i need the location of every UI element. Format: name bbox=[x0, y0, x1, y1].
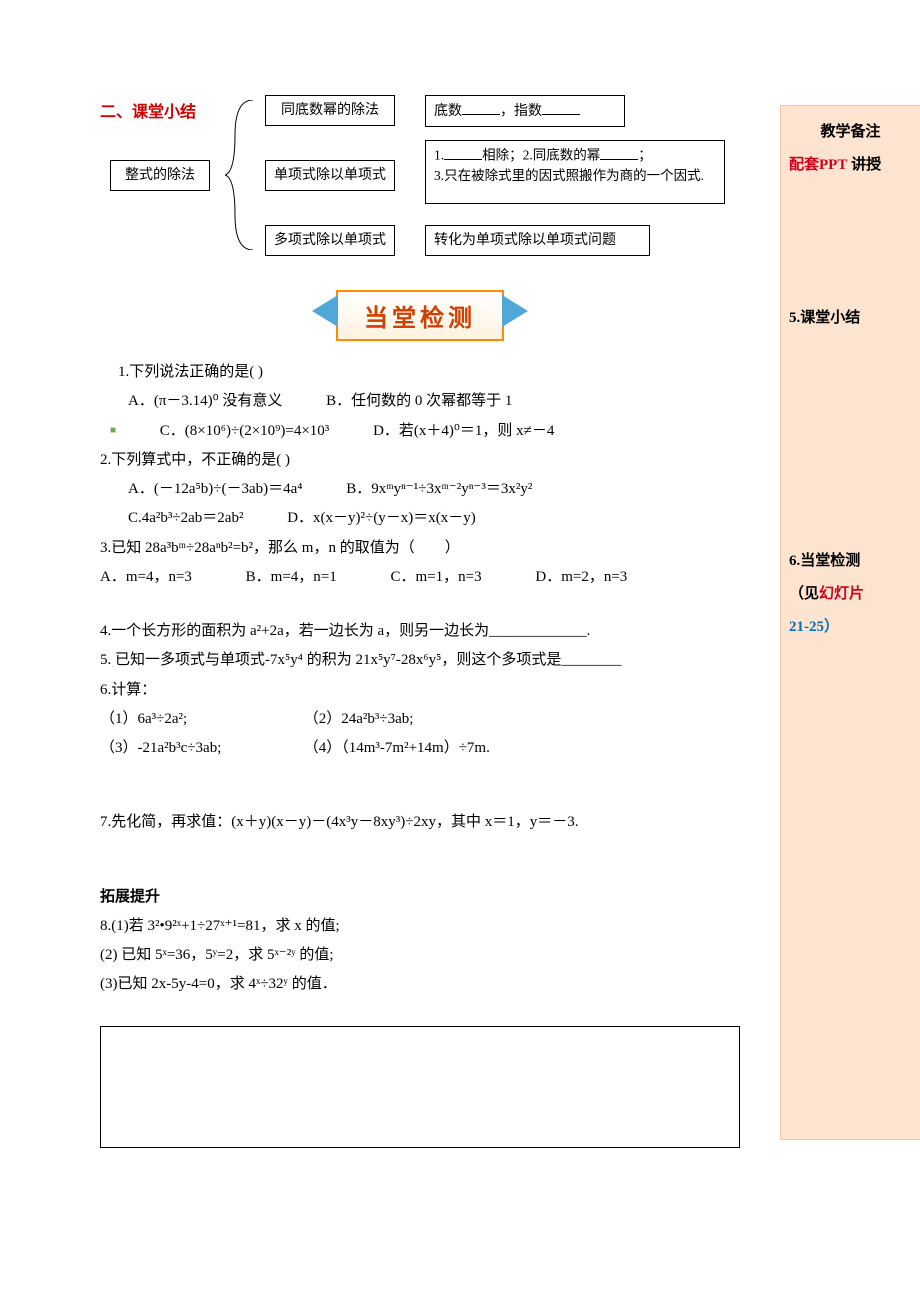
quiz-banner: 当堂检测 bbox=[336, 290, 504, 341]
quiz-banner-wrap: 当堂检测 bbox=[100, 290, 740, 341]
q6-row2: （3）-21a²b³c÷3ab; （4）（14m³-7m²+14m）÷7m. bbox=[100, 735, 740, 761]
q6-stem: 6.计算： bbox=[100, 677, 740, 703]
q6-4: （4）（14m³-7m²+14m）÷7m. bbox=[304, 740, 490, 756]
diagram-branch-3: 多项式除以单项式 bbox=[265, 225, 395, 256]
sidebar-title: 教学备注 bbox=[789, 116, 912, 149]
q1-b: B．任何数的 0 次幂都等于 1 bbox=[326, 393, 512, 409]
extension-title: 拓展提升 bbox=[100, 884, 740, 910]
q2-b: B．9xᵐyⁿ⁻¹÷3xᵐ⁻²yⁿ⁻³＝3x²y² bbox=[346, 481, 532, 497]
work-box[interactable] bbox=[100, 1026, 740, 1148]
diagram-branch-1: 同底数幂的除法 bbox=[265, 95, 395, 126]
q6-2: （2）24a²b³÷3ab; bbox=[304, 711, 414, 727]
q2-d: D．x(x－y)²÷(y－x)＝x(x－y) bbox=[287, 510, 476, 526]
q3-c: C．m=1，n=3 bbox=[391, 569, 482, 585]
q1-row1: A．(π－3.14)⁰ 没有意义 B．任何数的 0 次幂都等于 1 bbox=[100, 388, 740, 414]
diagram-result-3: 转化为单项式除以单项式问题 bbox=[425, 225, 650, 256]
main-content: 二、课堂小结 整式的除法 同底数幂的除法 单项式除以单项式 多项式除以单项式 底… bbox=[100, 90, 740, 1148]
q1-c: C．(8×10⁶)÷(2×10⁹)=4×10³ bbox=[160, 423, 330, 439]
q3-d: D．m=2，n=3 bbox=[535, 569, 627, 585]
q3-a: A．m=4，n=3 bbox=[100, 569, 192, 585]
q8-2: (2) 已知 5ˣ=36，5ʸ=2，求 5ˣ⁻²ʸ 的值; bbox=[100, 942, 740, 968]
ribbon-left-icon bbox=[312, 295, 338, 327]
q5[interactable]: 5. 已知一多项式与单项式-7x⁵y⁴ 的积为 21x⁵y⁷-28x⁶y⁵，则这… bbox=[100, 647, 740, 673]
questions-block: 1.下列说法正确的是( ) A．(π－3.14)⁰ 没有意义 B．任何数的 0 … bbox=[100, 359, 740, 1148]
q4[interactable]: 4.一个长方形的面积为 a²+2a，若一边长为 a，则另一边长为________… bbox=[100, 618, 740, 644]
sidebar-item-5: 5.课堂小结 bbox=[789, 302, 912, 335]
brace-icon bbox=[225, 100, 255, 250]
q2-a: A．(－12a⁵b)÷(－3ab)＝4a⁴ bbox=[128, 481, 302, 497]
q3-stem: 3.已知 28a³bᵐ÷28aⁿb²=b²，那么 m，n 的取值为（ ） bbox=[100, 535, 740, 561]
q1-row2: ■ C．(8×10⁶)÷(2×10⁹)=4×10³ D．若(x＋4)⁰＝1，则 … bbox=[100, 418, 740, 444]
summary-diagram: 二、课堂小结 整式的除法 同底数幂的除法 单项式除以单项式 多项式除以单项式 底… bbox=[100, 90, 740, 260]
q2-c: C.4a²b³÷2ab＝2ab² bbox=[128, 510, 243, 526]
q1-a: A．(π－3.14)⁰ 没有意义 bbox=[128, 393, 282, 409]
q8-3: (3)已知 2x-5y-4=0，求 4ˣ÷32ʸ 的值． bbox=[100, 971, 740, 997]
banner-text: 当堂检测 bbox=[364, 306, 476, 332]
q6-1: （1）6a³÷2a²; bbox=[100, 706, 300, 732]
diagram-root: 整式的除法 bbox=[110, 160, 210, 191]
q2-row1: A．(－12a⁵b)÷(－3ab)＝4a⁴ B．9xᵐyⁿ⁻¹÷3xᵐ⁻²yⁿ⁻… bbox=[100, 476, 740, 502]
diagram-branch-2: 单项式除以单项式 bbox=[265, 160, 395, 191]
dot-icon: ■ bbox=[110, 425, 116, 436]
teaching-notes-sidebar: 教学备注 配套PPT 讲授 5.课堂小结 6.当堂检测 （见幻灯片 21-25） bbox=[780, 105, 920, 1140]
diagram-result-1: 底数，指数 bbox=[425, 95, 625, 127]
q1-d: D．若(x＋4)⁰＝1，则 x≠－4 bbox=[373, 423, 554, 439]
q2-row2: C.4a²b³÷2ab＝2ab² D．x(x－y)²÷(y－x)＝x(x－y) bbox=[100, 505, 740, 531]
q2-stem: 2.下列算式中，不正确的是( ) bbox=[100, 447, 740, 473]
q3-b: B．m=4，n=1 bbox=[246, 569, 337, 585]
q8-1: 8.(1)若 3²•9²ˣ+1÷27ˣ⁺¹=81，求 x 的值; bbox=[100, 913, 740, 939]
q6-row1: （1）6a³÷2a²; （2）24a²b³÷3ab; bbox=[100, 706, 740, 732]
sidebar-item-6-line1: （见幻灯片 bbox=[789, 578, 912, 611]
q7: 7.先化简，再求值：(x＋y)(x－y)－(4x³y－8xy³)÷2xy，其中 … bbox=[100, 809, 740, 835]
sidebar-ppt: 配套PPT 讲授 bbox=[789, 149, 912, 182]
sidebar-item-6-label: 6.当堂检测 bbox=[789, 545, 912, 578]
section-heading: 二、课堂小结 bbox=[100, 98, 196, 122]
q3-opts: A．m=4，n=3 B．m=4，n=1 C．m=1，n=3 D．m=2，n=3 bbox=[100, 564, 740, 590]
ribbon-right-icon bbox=[502, 295, 528, 327]
sidebar-item-6-line2: 21-25） bbox=[789, 611, 912, 644]
q1-stem: 1.下列说法正确的是( ) bbox=[100, 359, 740, 385]
q6-3: （3）-21a²b³c÷3ab; bbox=[100, 735, 300, 761]
diagram-result-2: 1.相除；2.同底数的幂； 3.只在被除式里的因式照搬作为商的一个因式. bbox=[425, 140, 725, 204]
